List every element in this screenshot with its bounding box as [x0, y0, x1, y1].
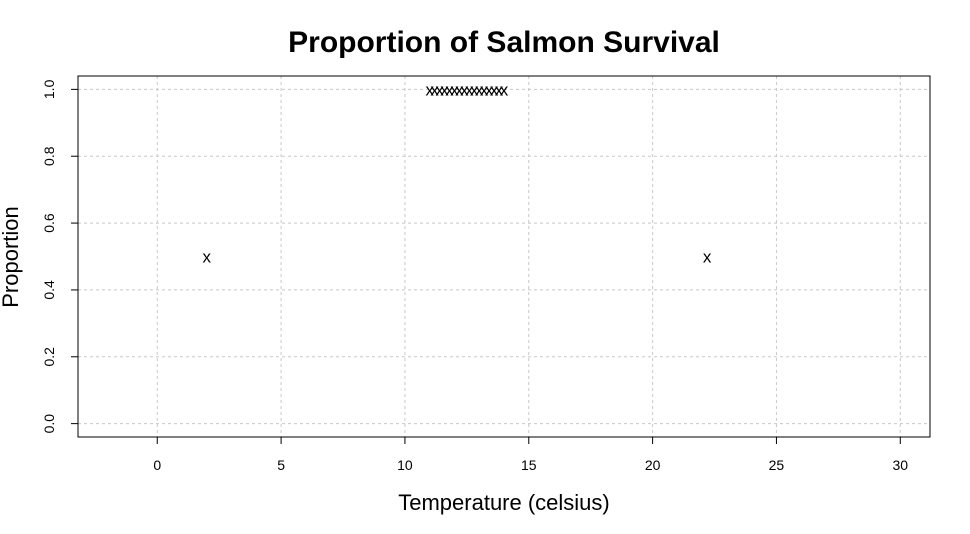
data-point: x	[455, 80, 464, 99]
data-point: x	[485, 80, 494, 99]
data-point: x	[450, 80, 459, 99]
data-point: x	[495, 80, 504, 99]
y-tick-label: 0.4	[41, 280, 57, 300]
data-point: x	[480, 80, 489, 99]
data-point: x	[490, 80, 499, 99]
x-tick-label: 25	[769, 457, 785, 473]
x-tick-label: 20	[645, 457, 661, 473]
plot-frame	[77, 75, 931, 438]
x-tick-label: 0	[153, 457, 161, 473]
data-point: x	[500, 80, 509, 99]
data-point: x	[435, 80, 444, 99]
data-point: x	[203, 248, 212, 267]
data-point: x	[460, 80, 469, 99]
y-axis: 0.0 0.2 0.4 0.6 0.8 1.0	[41, 79, 78, 433]
data-point: x	[425, 80, 434, 99]
x-tick-label: 10	[397, 457, 413, 473]
data-point: x	[440, 80, 449, 99]
x-tick-label: 5	[277, 457, 285, 473]
y-tick-label: 0.8	[41, 146, 57, 166]
data-point: x	[475, 80, 484, 99]
x-tick-label: 30	[892, 457, 908, 473]
chart-title: Proportion of Salmon Survival	[288, 26, 720, 59]
y-tick-label: 1.0	[41, 79, 57, 99]
y-tick-label: 0.6	[41, 213, 57, 233]
x-tick-label: 15	[521, 457, 537, 473]
data-point: x	[703, 248, 712, 267]
data-point: x	[470, 80, 479, 99]
x-axis-title: Temperature (celsius)	[398, 490, 610, 515]
x-axis: 0 5 10 15 20 25 30	[153, 437, 908, 473]
y-axis-title: Proportion	[0, 206, 23, 308]
data-point: x	[465, 80, 474, 99]
data-point: x	[430, 80, 439, 99]
data-point: x	[445, 80, 454, 99]
y-tick-label: 0.0	[41, 414, 57, 434]
y-tick-label: 0.2	[41, 347, 57, 367]
grid-lines	[78, 76, 930, 437]
